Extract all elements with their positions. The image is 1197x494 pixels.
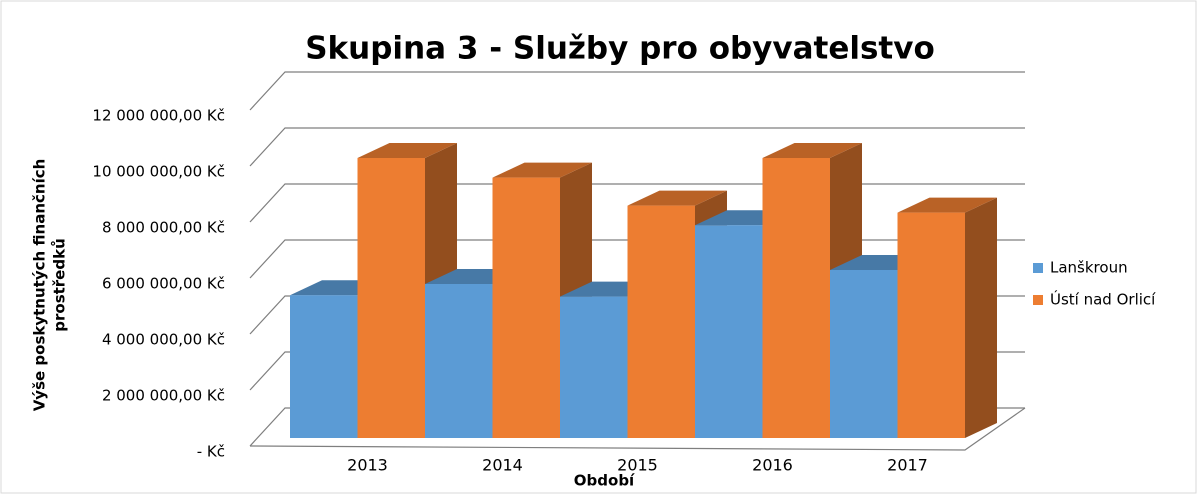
chart-title: Skupina 3 - Služby pro obyvatelstvo	[305, 31, 935, 67]
legend-swatch	[1033, 295, 1043, 305]
bar-top	[762, 143, 862, 158]
y-axis-title-line: prostředků	[51, 238, 69, 332]
bar-front	[762, 158, 830, 438]
x-tick-label: 2017	[887, 456, 928, 475]
bar-front	[560, 296, 628, 438]
bar-front	[897, 212, 965, 438]
bar-front	[695, 225, 763, 438]
y-axis-title: Výše poskytnutých finančních prostředků	[31, 159, 69, 412]
x-tick-label: 2016	[752, 456, 793, 475]
bar-front	[290, 295, 358, 438]
y-tick-label: 6 000 000,00 Kč	[102, 275, 225, 293]
y-axis-title-line: Výše poskytnutých finančních	[31, 159, 49, 412]
x-tick-label: 2013	[347, 456, 388, 475]
grid-line	[249, 71, 1025, 111]
bar-front	[492, 177, 560, 438]
bar-top	[492, 162, 592, 178]
legend-label: Ústí nad Orlicí	[1050, 290, 1156, 309]
x-tick-label: 2014	[482, 456, 523, 475]
bar-front	[357, 158, 425, 438]
y-tick-label: 4 000 000,00 Kč	[102, 331, 225, 349]
y-tick-label: - Kč	[197, 443, 225, 461]
y-tick-label: 12 000 000,00 Kč	[92, 107, 225, 125]
bar-front	[627, 205, 695, 438]
bar	[897, 197, 997, 438]
bar-top	[357, 143, 457, 158]
bar-top	[897, 197, 997, 213]
legend-label: Lanškroun	[1050, 259, 1128, 277]
bar-top	[627, 190, 727, 206]
legend-swatch	[1033, 263, 1043, 273]
y-tick-label: 10 000 000,00 Kč	[92, 163, 225, 181]
bar-front	[830, 270, 898, 438]
bar-front	[425, 284, 493, 438]
y-tick-label: 8 000 000,00 Kč	[102, 219, 225, 237]
x-tick-label: 2015	[617, 456, 658, 475]
bar-side	[965, 197, 997, 438]
y-tick-label: 2 000 000,00 Kč	[102, 387, 225, 405]
floor-edge	[249, 407, 1026, 451]
grid-line	[249, 127, 1025, 167]
x-axis-title: Období	[574, 472, 635, 490]
